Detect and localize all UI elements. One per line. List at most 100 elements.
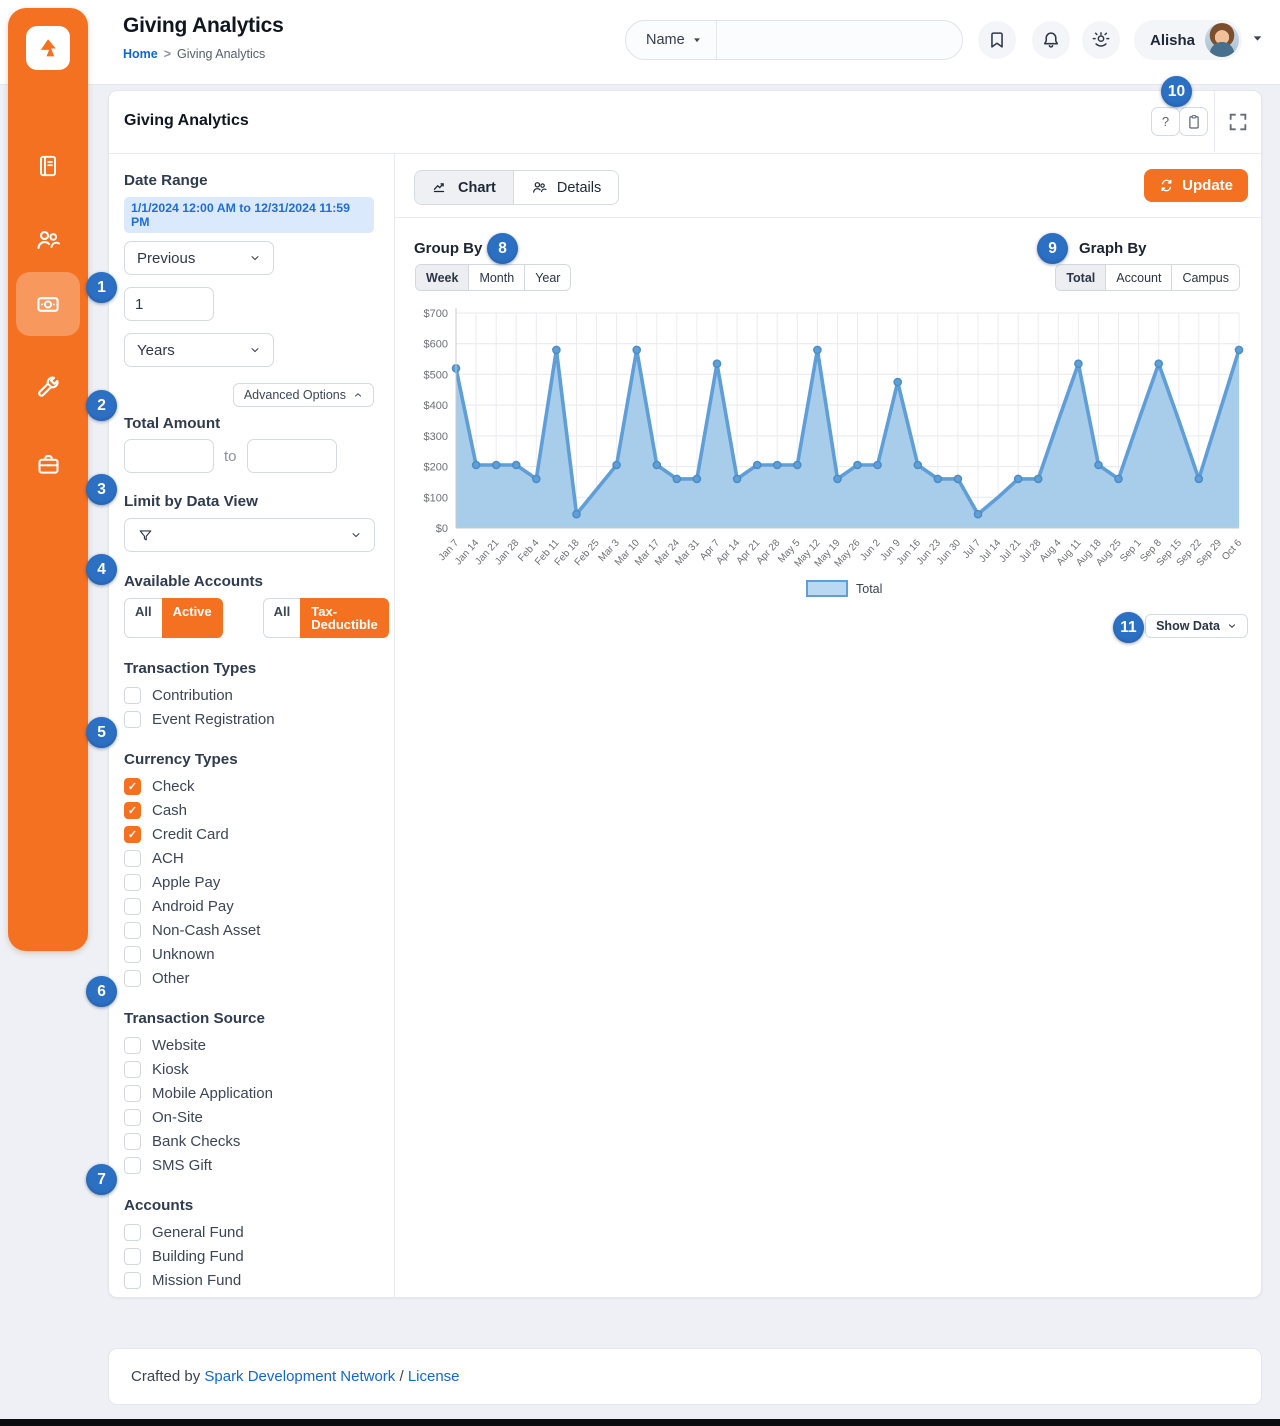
people-icon [532,182,547,193]
accounts-label: Accounts [124,1197,194,1214]
user-caret-down-icon[interactable] [1251,32,1264,45]
user-menu[interactable]: Alisha [1134,20,1243,60]
svg-text:$500: $500 [424,369,448,381]
seg-option-year[interactable]: Year [524,265,571,290]
checkbox-row-general-fund[interactable]: General Fund [124,1220,374,1244]
data-view-select[interactable] [124,518,375,552]
checkbox-label: Apple Pay [152,873,221,891]
checkbox-row-building-fund[interactable]: Building Fund [124,1244,374,1268]
svg-text:Jun 2: Jun 2 [858,537,883,563]
svg-text:$100: $100 [424,492,448,504]
checkbox-row-website[interactable]: Website [124,1033,374,1057]
update-button[interactable]: Update [1144,169,1248,202]
checkbox[interactable]: ✓ [124,801,141,819]
checkbox[interactable] [124,1156,141,1174]
checkbox-row-unknown[interactable]: Unknown [124,942,374,966]
checkbox[interactable] [124,1223,141,1241]
checkbox-row-on-site[interactable]: On-Site [124,1105,374,1129]
annotation-1: 1 [86,272,117,303]
checkbox-label: Credit Card [152,825,229,843]
date-range-unit-select[interactable]: Years [124,333,274,367]
checkbox[interactable] [124,897,141,915]
checkbox-row-cash[interactable]: ✓ Cash [124,798,374,822]
fullscreen-icon[interactable] [1227,111,1249,133]
advanced-options-button[interactable]: Advanced Options [232,383,374,407]
annotation-9: 9 [1037,233,1068,264]
sidebar-item-book[interactable] [8,134,88,198]
toggle-option-all[interactable]: All [262,598,301,638]
checkbox-row-contribution[interactable]: Contribution [124,683,374,707]
sidebar-item-giving[interactable] [8,272,88,336]
toggle-option-active[interactable]: Active [161,598,223,638]
seg-option-total[interactable]: Total [1056,265,1106,290]
total-amount-min-input[interactable] [124,439,214,473]
checkbox-row-other[interactable]: Other [124,966,374,990]
header-divider [1214,91,1215,152]
checkbox[interactable] [124,1036,141,1054]
checkbox-row-mission-fund[interactable]: Mission Fund [124,1268,374,1292]
checkbox[interactable] [124,1108,141,1126]
show-data-button[interactable]: Show Data [1145,614,1248,638]
notifications-button[interactable] [1032,21,1070,59]
tab-chart[interactable]: Chart [415,171,513,204]
sidebar-item-people[interactable] [8,208,88,272]
breadcrumb-home-link[interactable]: Home [123,47,158,61]
svg-text:$200: $200 [424,462,448,474]
checkbox[interactable] [124,945,141,963]
seg-option-account[interactable]: Account [1105,265,1172,290]
spark-link[interactable]: Spark Development Network [204,1368,396,1385]
to-label: to [224,447,237,465]
checkbox-row-non-cash-asset[interactable]: Non-Cash Asset [124,918,374,942]
checkbox-row-apple-pay[interactable]: Apple Pay [124,870,374,894]
global-search-input[interactable] [716,21,962,59]
checkbox-row-credit-card[interactable]: ✓ Credit Card [124,822,374,846]
available-accounts-label: Available Accounts [124,573,263,590]
refresh-icon [1161,179,1172,192]
checkbox[interactable] [124,921,141,939]
checkbox-row-ach[interactable]: ACH [124,846,374,870]
toggle-option-tax-deductible[interactable]: Tax-Deductible [300,598,389,638]
toggle-tax-deductible[interactable]: All Tax-Deductible [262,598,389,638]
checkbox[interactable] [124,1132,141,1150]
checkbox[interactable] [124,1084,141,1102]
checkbox[interactable]: ✓ [124,825,141,843]
checkbox-row-sms-gift[interactable]: SMS Gift [124,1153,374,1177]
panel-header: Giving Analytics ? [109,91,1261,154]
checkbox-row-event-registration[interactable]: Event Registration [124,707,374,731]
tab-details[interactable]: Details [512,171,619,204]
total-amount-max-input[interactable] [246,439,337,473]
seg-option-month[interactable]: Month [468,265,525,290]
toggle-option-all[interactable]: All [124,598,162,638]
sliding-date-range-type-select[interactable]: Previous [124,241,274,275]
clipboard-button[interactable] [1179,107,1208,136]
seg-option-campus[interactable]: Campus [1171,265,1239,290]
checkbox[interactable] [124,1060,141,1078]
checkbox[interactable] [124,1271,141,1289]
svg-text:$300: $300 [424,431,448,443]
checkbox[interactable] [124,686,141,704]
checkbox-row-check[interactable]: ✓ Check [124,774,374,798]
checkbox[interactable] [124,710,141,728]
checkbox-row-kiosk[interactable]: Kiosk [124,1057,374,1081]
sidebar-item-work[interactable] [8,432,88,496]
date-range-number-input[interactable] [124,287,214,321]
license-link[interactable]: License [407,1368,460,1385]
checkbox[interactable] [124,849,141,867]
toggle-active[interactable]: All Active [124,598,223,638]
checkbox-row-mobile-application[interactable]: Mobile Application [124,1081,374,1105]
seg-option-week[interactable]: Week [416,265,469,290]
search-category-dropdown[interactable]: Name [626,21,716,59]
help-button[interactable]: ? [1151,107,1180,136]
checkbox[interactable] [124,873,141,891]
checkbox-row-android-pay[interactable]: Android Pay [124,894,374,918]
rock-logo[interactable] [26,26,70,70]
theme-toggle-button[interactable] [1082,21,1120,59]
checkbox[interactable] [124,969,141,987]
checkbox[interactable] [124,1247,141,1265]
checkbox[interactable]: ✓ [124,777,141,795]
graph-by-label: Graph By [1079,240,1147,257]
checkbox-row-bank-checks[interactable]: Bank Checks [124,1129,374,1153]
bookmarks-button[interactable] [978,21,1016,59]
sidebar-item-tools[interactable] [8,356,88,420]
footer-separator: / [399,1368,404,1385]
